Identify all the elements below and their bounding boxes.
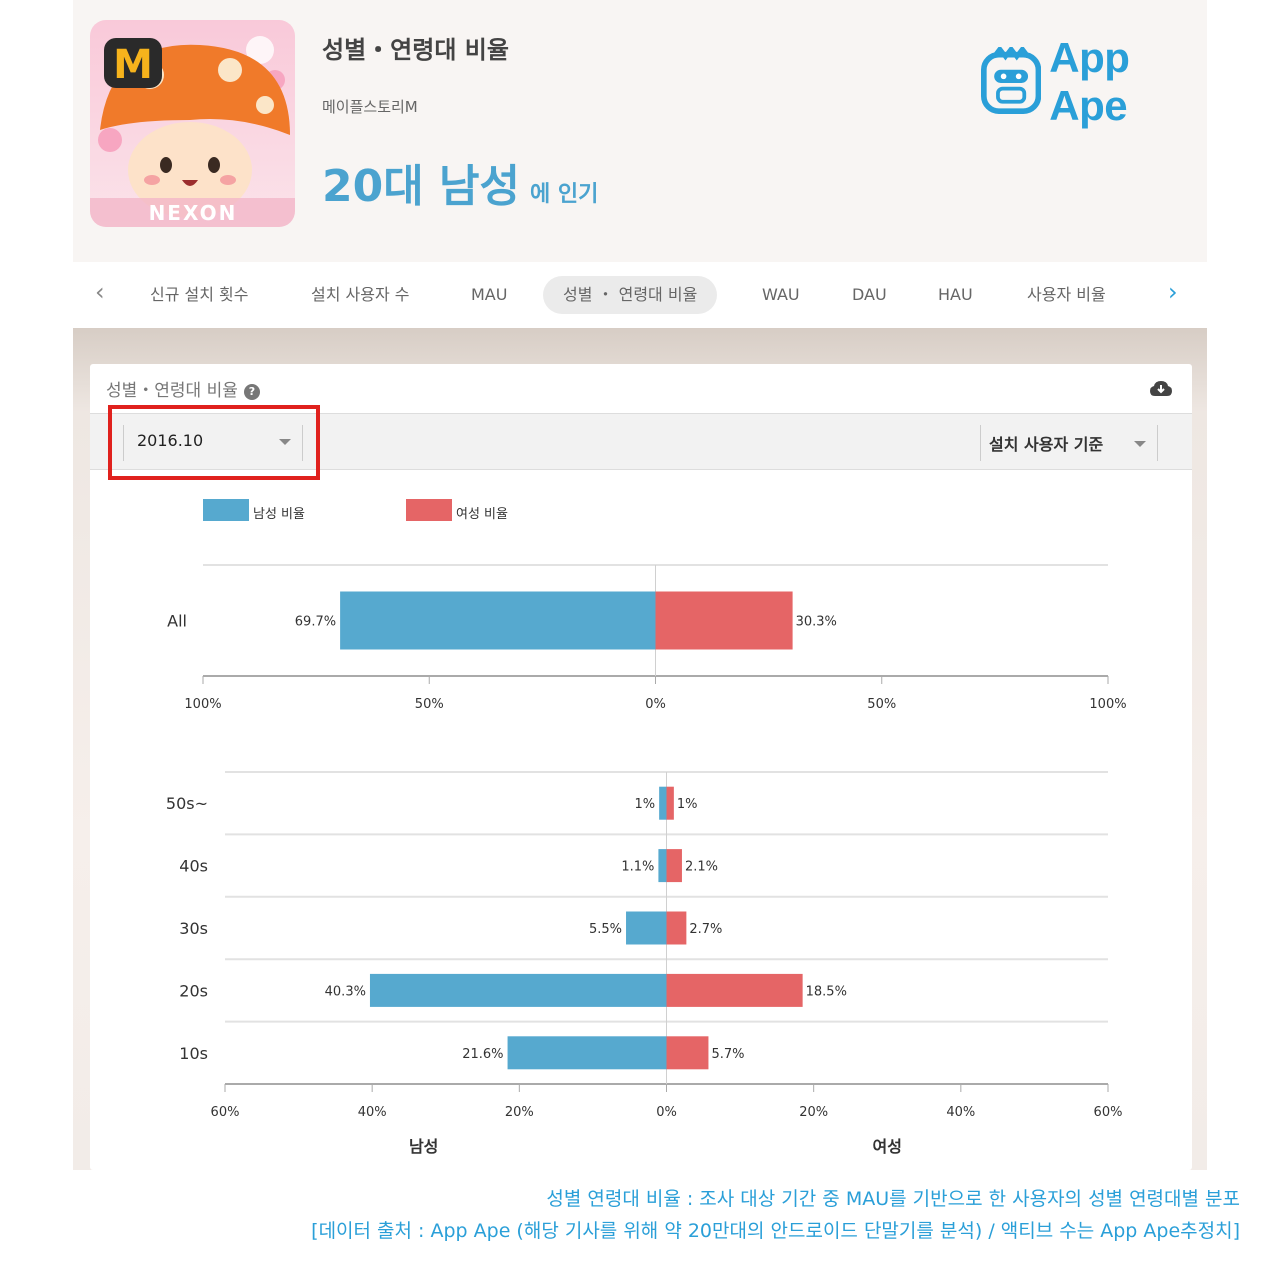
- card-title: 성별・연령대 비율?: [106, 376, 260, 401]
- tab-new-installs[interactable]: 신규 설치 횟수: [150, 285, 249, 304]
- tabs-next-icon[interactable]: ›: [1168, 278, 1178, 306]
- app-ape-logo: App Ape: [981, 34, 1207, 130]
- legend-female-swatch: [406, 499, 452, 521]
- period-value: 2016.10: [137, 431, 204, 450]
- period-select[interactable]: 2016.10: [123, 425, 303, 461]
- tab-bar: ‹ 신규 설치 횟수 설치 사용자 수 MAU 성별 ・ 연령대 비율 WAU …: [73, 270, 1207, 322]
- ape-face-icon: [981, 47, 1042, 114]
- chart-1-bar-female: [666, 1036, 709, 1070]
- app-icon-brand: NEXON: [149, 201, 238, 225]
- tab-user-ratio[interactable]: 사용자 비율: [1027, 285, 1106, 304]
- tab-wau[interactable]: WAU: [762, 285, 800, 304]
- basis-chevron-down-icon: [1134, 441, 1146, 447]
- chart-0-tick-label: 50%: [415, 697, 444, 712]
- chart-1-data-label-male: 21.6%: [462, 1047, 503, 1062]
- period-chevron-down-icon: [279, 439, 291, 445]
- chart-1-tick-label: 40%: [358, 1105, 387, 1120]
- tab-hau[interactable]: HAU: [938, 285, 973, 304]
- app-icon-letter: M: [113, 42, 153, 88]
- chart-1-bar-female: [666, 849, 682, 883]
- legend-female-label: 여성 비율: [456, 507, 508, 522]
- chart-1-data-label-female: 2.1%: [685, 860, 718, 875]
- chart-1-tick-label: 60%: [1094, 1105, 1123, 1120]
- chart-0-bar-female: [655, 591, 793, 650]
- basis-select[interactable]: 설치 사용자 기준: [980, 425, 1158, 461]
- legend-male-label: 남성 비율: [253, 507, 305, 522]
- app-header: M NEXON 성별・연령대 비율 메이플스토리M 20대 남성 에 인기 App…: [73, 0, 1207, 262]
- chart-1-bar-male: [507, 1036, 667, 1070]
- period-highlight-box: [108, 405, 320, 480]
- chart-1-tick-label: 20%: [799, 1105, 828, 1120]
- legend-male-swatch: [203, 499, 249, 521]
- chart-1-category-label: 20s: [179, 981, 208, 1000]
- chart-0-tick-label: 50%: [867, 697, 896, 712]
- app-name: 메이플스토리M: [322, 98, 418, 116]
- chart-1-bar-male: [659, 786, 667, 820]
- basis-value: 설치 사용자 기준: [989, 435, 1104, 454]
- chart-1-category-label: 40s: [179, 857, 208, 876]
- chart-1-category-label: 50s~: [166, 794, 208, 813]
- chart-0-data-label-male: 69.7%: [295, 615, 336, 630]
- tab-gender-age[interactable]: 성별 ・ 연령대 비율: [543, 276, 718, 314]
- chart-0-bar-male: [340, 591, 656, 650]
- chart-1-data-label-male: 1.1%: [621, 860, 654, 875]
- chart-1-category-label: 10s: [179, 1044, 208, 1063]
- chart-1-tick-label: 0%: [656, 1105, 677, 1120]
- chart-1-category-label: 30s: [179, 919, 208, 938]
- chart-1-data-label-male: 40.3%: [325, 984, 366, 999]
- popularity-summary: 20대 남성 에 인기: [322, 150, 598, 214]
- chart-0-data-label-female: 30.3%: [796, 615, 837, 630]
- chart-1-data-label-female: 2.7%: [689, 922, 722, 937]
- chart-1-bar-female: [666, 911, 687, 945]
- chart-1-bar-female: [666, 786, 674, 820]
- chart-1-data-label-female: 5.7%: [711, 1047, 744, 1062]
- chart-0-category-label: All: [167, 612, 187, 631]
- chart-card: [90, 364, 1192, 1170]
- card-title-text: 성별・연령대 비율: [106, 381, 238, 401]
- popular-suffix: 에 인기: [530, 182, 599, 207]
- chart-1-xlabel-female: 여성: [873, 1137, 902, 1156]
- chart-1-data-label-male: 5.5%: [589, 922, 622, 937]
- app-icon[interactable]: M NEXON: [90, 20, 295, 227]
- chart-1-bar-male: [369, 973, 667, 1007]
- chart-1-tick-label: 60%: [211, 1105, 240, 1120]
- chart-1-xlabel-male: 남성: [409, 1137, 438, 1156]
- chart-1-bar-male: [658, 849, 667, 883]
- chart-1-data-label-female: 18.5%: [806, 984, 847, 999]
- tabs-prev-icon[interactable]: ‹: [95, 278, 105, 306]
- chart-0-tick-label: 0%: [645, 697, 666, 712]
- chart-1-bar-female: [666, 973, 803, 1007]
- tab-dau[interactable]: DAU: [852, 285, 887, 304]
- popular-segment: 20대 남성: [322, 161, 520, 212]
- chart-1-bar-male: [626, 911, 667, 945]
- chart-controls: [90, 414, 1192, 470]
- chart-0-tick-label: 100%: [184, 697, 221, 712]
- help-icon[interactable]: ?: [243, 384, 260, 400]
- footnote-source: [데이터 출처 : App Ape (해당 기사를 위해 약 20만대의 안드로…: [311, 1220, 1240, 1242]
- chart-1-tick-label: 40%: [946, 1105, 975, 1120]
- tab-mau[interactable]: MAU: [471, 285, 508, 304]
- cloud-download-icon[interactable]: [1150, 380, 1172, 402]
- footnote-definition: 성별 연령대 비율 : 조사 대상 기간 중 MAU를 기반으로 한 사용자의 …: [546, 1188, 1240, 1210]
- tab-install-users[interactable]: 설치 사용자 수: [311, 285, 410, 304]
- chart-1-data-label-female: 1%: [677, 797, 698, 812]
- chart-0-tick-label: 100%: [1089, 697, 1126, 712]
- header-title: 성별・연령대 비율: [322, 36, 509, 64]
- logo-text: App Ape: [1049, 34, 1130, 129]
- card-divider: [90, 413, 1192, 414]
- chart-1-tick-label: 20%: [505, 1105, 534, 1120]
- chart-1-data-label-male: 1%: [635, 797, 656, 812]
